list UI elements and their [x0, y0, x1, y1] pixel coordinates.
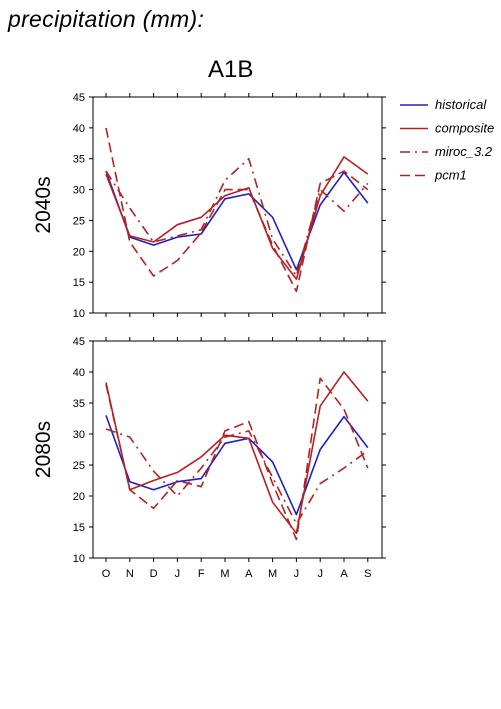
x-tick-label: J [317, 568, 323, 580]
y-tick-label: 20 [73, 246, 85, 258]
legend-label: miroc_3.2 [435, 144, 493, 159]
x-tick-label: A [340, 568, 348, 580]
series-line-historical [105, 415, 369, 516]
legend-label: composite [435, 121, 494, 136]
series-line-pcm1 [105, 127, 369, 293]
x-tick-label: O [102, 568, 111, 580]
y-tick-label: 45 [73, 336, 85, 348]
plot-frame [92, 96, 383, 314]
x-tick-label: D [150, 568, 158, 580]
y-tick-label: 10 [73, 308, 85, 320]
chart-title: precipitation (mm): [8, 6, 205, 32]
series-line-composite [105, 371, 369, 535]
y-tick-label: 15 [73, 522, 85, 534]
series-line-pcm1 [105, 377, 369, 541]
panel-label: 2080s [32, 421, 55, 478]
x-tick-label: M [220, 568, 229, 580]
x-tick-label: A [245, 568, 253, 580]
y-tick-label: 45 [73, 92, 85, 104]
x-tick-label: F [198, 568, 205, 580]
y-tick-label: 15 [73, 277, 85, 289]
series-line-historical [105, 170, 369, 271]
scenario-label: A1B [208, 56, 254, 83]
y-tick-label: 25 [73, 460, 85, 472]
x-tick-label: S [364, 568, 371, 580]
x-tick-label: J [294, 568, 300, 580]
y-tick-label: 40 [73, 367, 85, 379]
y-tick-label: 30 [73, 429, 85, 441]
y-tick-label: 10 [73, 553, 85, 565]
series-line-composite [105, 156, 369, 280]
y-tick-label: 25 [73, 215, 85, 227]
y-tick-label: 30 [73, 185, 85, 197]
y-tick-label: 35 [73, 398, 85, 410]
y-tick-label: 35 [73, 154, 85, 166]
panel-label: 2040s [32, 176, 55, 233]
y-tick-label: 20 [73, 491, 85, 503]
y-tick-label: 40 [73, 123, 85, 135]
x-tick-label: J [175, 568, 181, 580]
x-tick-label: M [268, 568, 277, 580]
series-line-miroc-3-2 [105, 428, 369, 525]
legend-label: historical [435, 97, 487, 112]
legend-label: pcm1 [434, 168, 467, 183]
plot-frame [92, 340, 383, 559]
series-line-miroc-3-2 [105, 157, 369, 277]
x-tick-label: N [126, 568, 134, 580]
